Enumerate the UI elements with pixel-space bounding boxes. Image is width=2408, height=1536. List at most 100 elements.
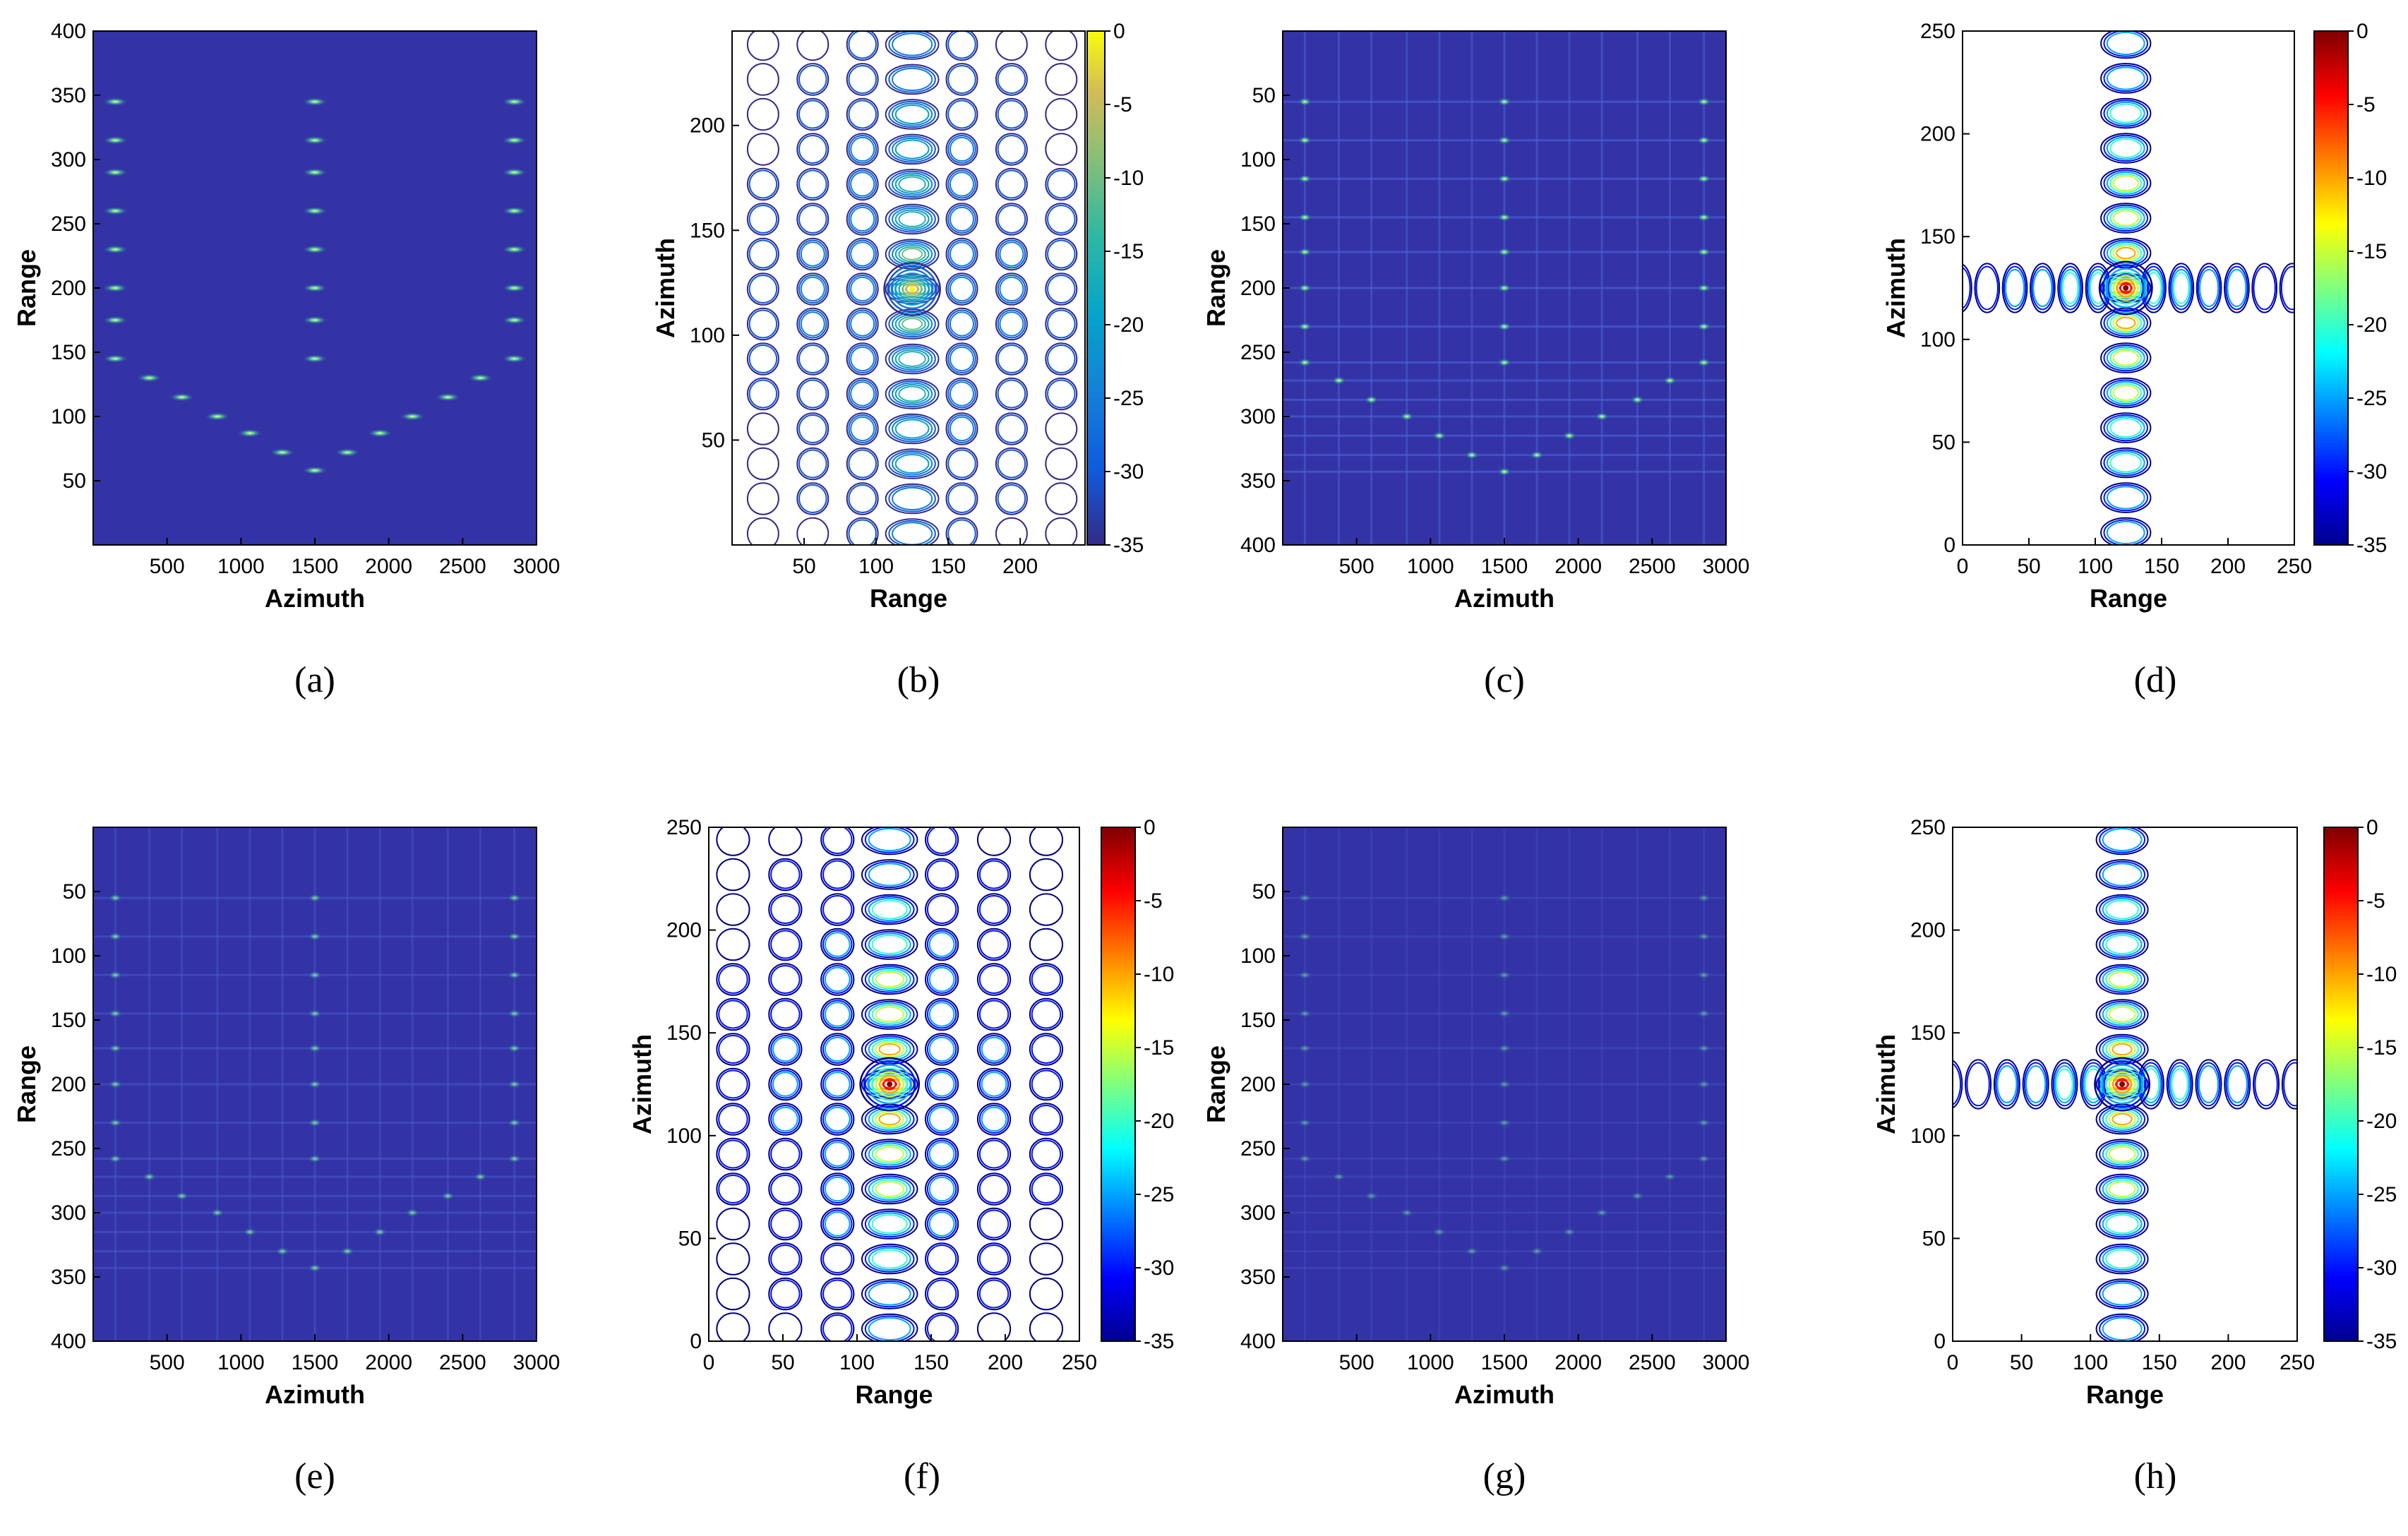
main-lobe-contour xyxy=(2109,271,2143,305)
contour-ring xyxy=(978,789,1010,821)
contour-ring xyxy=(2099,1280,2146,1308)
colorbar-tick-label: -5 xyxy=(2356,93,2376,116)
contour-ring xyxy=(746,237,779,271)
contour-ring xyxy=(1045,203,1078,236)
contour-ring xyxy=(824,1106,851,1132)
contour-ring xyxy=(892,242,933,266)
contour-ring xyxy=(862,790,918,820)
point-target xyxy=(1497,1264,1511,1273)
contour-ring xyxy=(2102,932,2143,956)
contour-ring xyxy=(864,930,915,959)
contour-ring xyxy=(768,893,803,926)
x-tick-label: 1000 xyxy=(1407,555,1454,578)
contour-ring xyxy=(976,1242,1012,1276)
y-tick-label: 50 xyxy=(63,880,86,904)
main-lobe-contour xyxy=(859,1057,921,1112)
contour-ring xyxy=(2095,1243,2149,1275)
contour-ring xyxy=(1045,307,1078,341)
point-target xyxy=(1696,248,1711,257)
y-tick-label: 150 xyxy=(51,341,86,364)
contour-ring xyxy=(2095,1278,2149,1309)
panel-label: (b) xyxy=(897,660,940,700)
point-target xyxy=(1497,136,1511,145)
contour-ring xyxy=(2103,414,2149,442)
point-target xyxy=(275,1247,289,1256)
contour-ring xyxy=(748,239,778,269)
contour-ring xyxy=(864,966,915,993)
point-target xyxy=(1298,971,1312,980)
point-target xyxy=(340,1247,355,1256)
contour-ring xyxy=(978,894,1010,924)
contour-ring xyxy=(768,963,803,996)
contour-ring xyxy=(798,274,827,304)
point-target xyxy=(308,971,322,980)
contour-ring xyxy=(717,1453,749,1484)
contour-ring xyxy=(2102,1316,2143,1341)
colorbar-tick-label: -35 xyxy=(1144,1330,1174,1353)
contour-ring xyxy=(846,203,879,236)
contour-ring xyxy=(2112,315,2139,331)
contour-ring xyxy=(2103,519,2148,545)
contour-ring xyxy=(2099,792,2145,817)
contour-ring xyxy=(2022,1059,2049,1110)
contour-ring xyxy=(824,966,851,992)
point-target xyxy=(302,284,328,292)
contour-ring xyxy=(2003,265,2027,311)
contour-ring xyxy=(868,1177,911,1201)
contour-ring xyxy=(848,344,877,373)
contour-ring xyxy=(947,204,976,234)
contour-ring xyxy=(925,1033,959,1066)
contour-ring xyxy=(2114,1079,2130,1089)
contour-ring xyxy=(864,860,915,889)
contour-ring xyxy=(950,136,975,162)
contour-ring xyxy=(888,136,936,163)
y-tick-label: 150 xyxy=(1920,225,1955,248)
contour-ring xyxy=(797,588,828,620)
point-target xyxy=(308,932,322,941)
contour-ring xyxy=(770,930,801,959)
contour-ring xyxy=(2029,263,2056,313)
contour-ring xyxy=(976,1172,1012,1206)
colorbar-tick-label: -5 xyxy=(1113,93,1132,116)
contour-ring xyxy=(716,1312,750,1341)
point-target xyxy=(1497,1118,1511,1127)
contour-ring xyxy=(746,63,779,96)
y-tick-label: 250 xyxy=(1920,20,1955,43)
contour-ring xyxy=(976,1067,1012,1101)
contour-ring xyxy=(948,590,976,618)
point-target xyxy=(108,1118,123,1127)
x-tick-label: 250 xyxy=(2277,555,2312,578)
x-tick-label: 1000 xyxy=(217,555,265,578)
contour-ring xyxy=(717,1348,749,1380)
contour-ring xyxy=(718,1000,748,1029)
contour-ring xyxy=(947,588,978,620)
point-target xyxy=(1696,1154,1711,1163)
contour-ring xyxy=(1030,789,1062,821)
contour-ring xyxy=(2095,1313,2149,1341)
contour-ring xyxy=(995,167,1028,201)
contour-ring xyxy=(824,1072,851,1097)
point-target xyxy=(1298,136,1312,145)
point-target xyxy=(108,894,123,903)
main-lobe-contour xyxy=(875,1071,904,1098)
contour-ring xyxy=(2106,311,2145,335)
contour-ring xyxy=(861,1313,918,1341)
contour-ring xyxy=(798,239,827,269)
contour-ring xyxy=(978,964,1010,994)
contour-ring xyxy=(861,859,918,890)
contour-ring xyxy=(770,1000,801,1029)
colorbar-tick-label: -20 xyxy=(1144,1110,1174,1133)
contour-ring xyxy=(865,792,914,817)
point-target xyxy=(1364,395,1379,404)
contour-ring xyxy=(978,1418,1010,1450)
x-tick-label: 2500 xyxy=(1629,1351,1676,1374)
x-tick-label: 100 xyxy=(2073,1351,2108,1374)
colorbar-tick-label: -15 xyxy=(2356,240,2387,263)
contour-ring xyxy=(2103,100,2149,127)
contour-ring xyxy=(820,1277,855,1311)
contour-ring xyxy=(1082,1418,1115,1450)
point-target xyxy=(102,284,128,292)
contour-ring xyxy=(2100,482,2152,513)
contour-ring xyxy=(995,203,1028,236)
contour-ring xyxy=(894,349,930,369)
